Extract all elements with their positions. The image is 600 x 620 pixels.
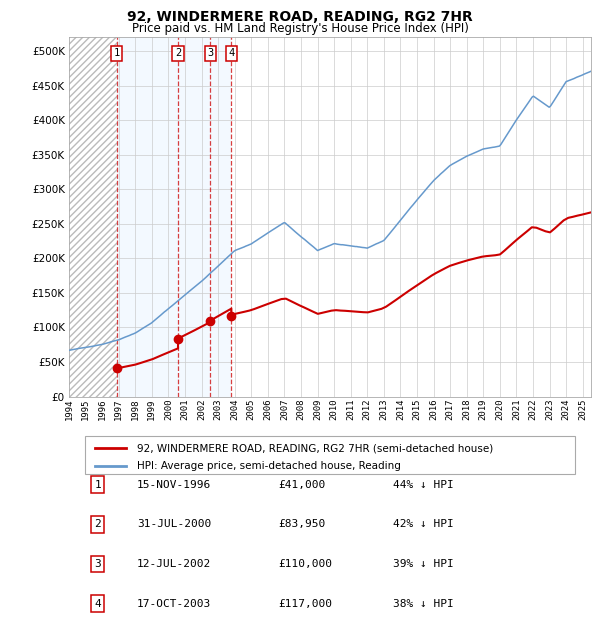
- Text: 31-JUL-2000: 31-JUL-2000: [137, 520, 211, 529]
- Bar: [116, 37, 178, 397]
- FancyBboxPatch shape: [85, 436, 575, 474]
- Text: 4: 4: [228, 48, 235, 58]
- Text: 2: 2: [94, 520, 101, 529]
- Text: £110,000: £110,000: [278, 559, 332, 569]
- Text: HPI: Average price, semi-detached house, Reading: HPI: Average price, semi-detached house,…: [137, 461, 401, 471]
- Text: 3: 3: [207, 48, 214, 58]
- Text: 17-OCT-2003: 17-OCT-2003: [137, 599, 211, 609]
- Text: 39% ↓ HPI: 39% ↓ HPI: [392, 559, 454, 569]
- Text: 44% ↓ HPI: 44% ↓ HPI: [392, 480, 454, 490]
- Text: 1: 1: [113, 48, 120, 58]
- Text: £41,000: £41,000: [278, 480, 325, 490]
- Text: 3: 3: [94, 559, 101, 569]
- Text: 38% ↓ HPI: 38% ↓ HPI: [392, 599, 454, 609]
- Text: £117,000: £117,000: [278, 599, 332, 609]
- Text: Price paid vs. HM Land Registry's House Price Index (HPI): Price paid vs. HM Land Registry's House …: [131, 22, 469, 35]
- Bar: [69, 37, 116, 397]
- Bar: [178, 37, 211, 397]
- Text: 4: 4: [94, 599, 101, 609]
- Text: 15-NOV-1996: 15-NOV-1996: [137, 480, 211, 490]
- Text: 1: 1: [94, 480, 101, 490]
- Text: 42% ↓ HPI: 42% ↓ HPI: [392, 520, 454, 529]
- Text: 2: 2: [175, 48, 181, 58]
- Bar: [211, 37, 232, 397]
- Text: £83,950: £83,950: [278, 520, 325, 529]
- Text: 92, WINDERMERE ROAD, READING, RG2 7HR: 92, WINDERMERE ROAD, READING, RG2 7HR: [127, 10, 473, 24]
- Text: 92, WINDERMERE ROAD, READING, RG2 7HR (semi-detached house): 92, WINDERMERE ROAD, READING, RG2 7HR (s…: [137, 443, 493, 453]
- Text: 12-JUL-2002: 12-JUL-2002: [137, 559, 211, 569]
